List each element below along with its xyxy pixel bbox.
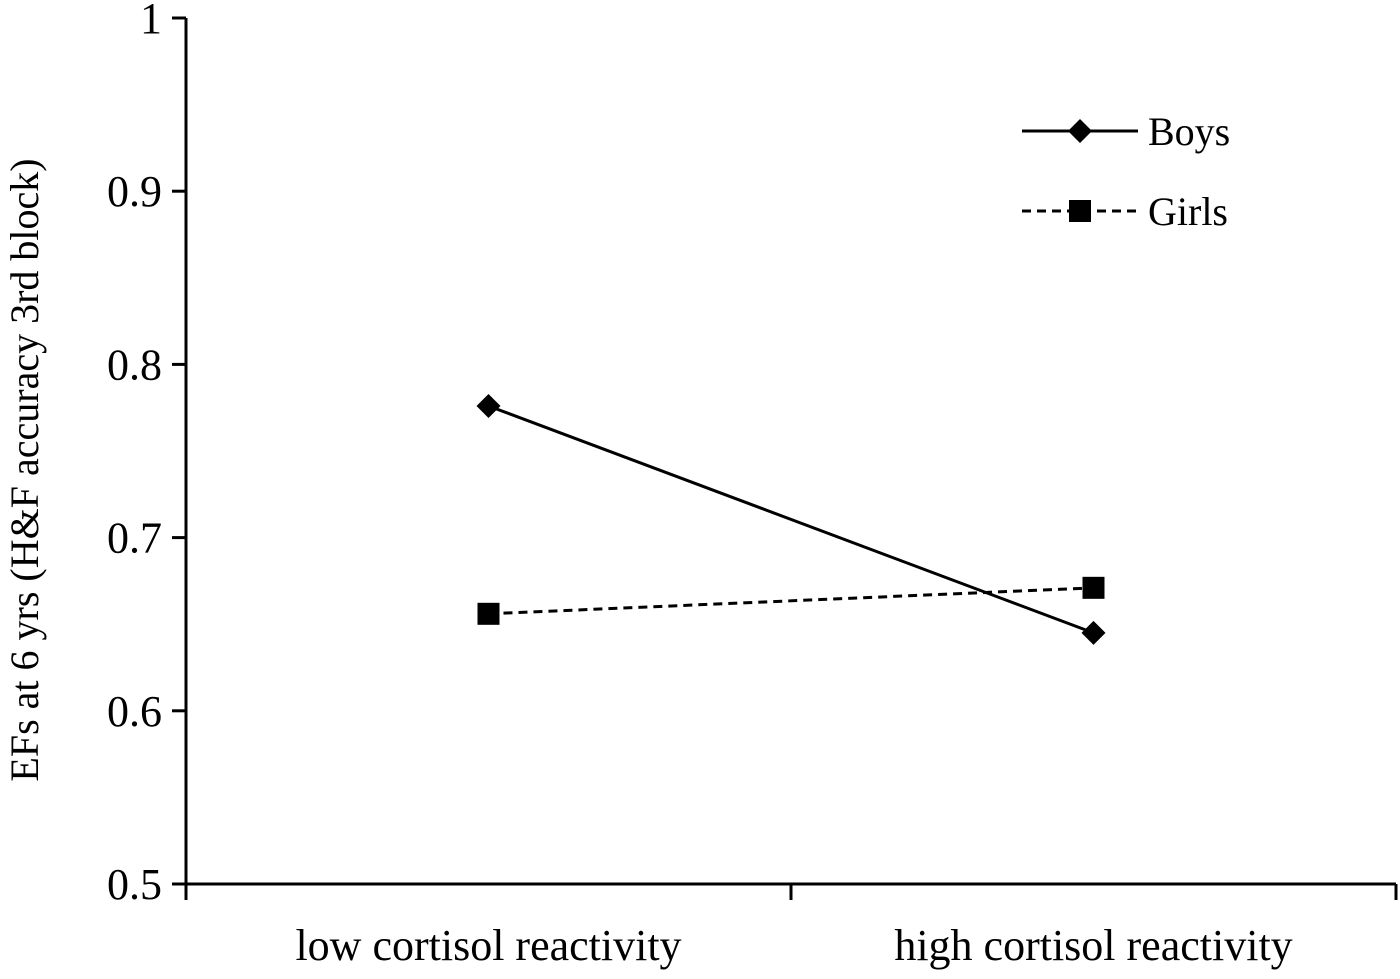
legend-marker — [1069, 200, 1091, 222]
y-tick-label: 0.7 — [107, 514, 162, 563]
series-girls — [477, 576, 1105, 625]
data-point-boys — [476, 393, 501, 418]
y-tick-label: 0.5 — [107, 860, 162, 909]
y-tick-label: 0.6 — [107, 687, 162, 736]
y-axis-title: EFs at 6 yrs (H&F accuracy 3rd block) — [2, 158, 47, 781]
legend-item-girls: Girls — [1022, 189, 1228, 234]
data-point-girls — [1082, 576, 1105, 599]
axes: 0.5 0.6 0.7 0.8 0.9 1 low cortisol reactivity h… — [107, 0, 1398, 970]
x-category-label: low cortisol reactivity — [295, 921, 681, 970]
series-line-boys — [487, 404, 1095, 635]
data-point-boys — [1081, 620, 1106, 645]
series-boys — [476, 393, 1106, 645]
legend-marker — [1068, 119, 1092, 143]
data-point-girls — [477, 602, 500, 625]
legend-label: Girls — [1148, 189, 1228, 234]
legend-item-boys: Boys — [1022, 109, 1230, 154]
legend: Boys Girls — [1022, 109, 1230, 234]
series-line-girls — [488, 586, 1094, 616]
legend-label: Boys — [1148, 109, 1230, 154]
series-layer — [476, 393, 1106, 645]
y-tick-label: 0.8 — [107, 340, 162, 389]
y-tick-label: 1 — [140, 0, 162, 43]
x-category-label: high cortisol reactivity — [894, 921, 1292, 970]
y-tick-label: 0.9 — [107, 167, 162, 216]
